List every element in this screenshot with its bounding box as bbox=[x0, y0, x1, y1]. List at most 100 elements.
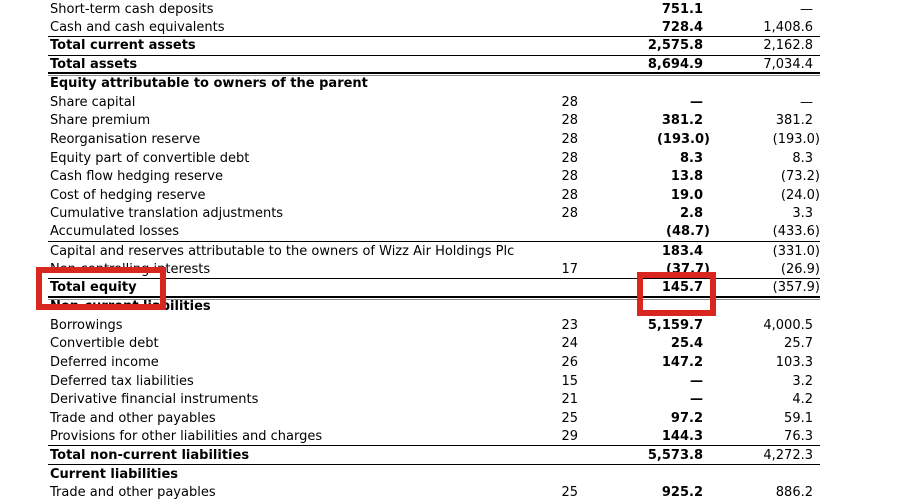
table-row: Current liabilities bbox=[48, 465, 820, 484]
row-label: Non-controlling interests bbox=[50, 261, 211, 277]
note-reference: 25 bbox=[561, 410, 578, 426]
table-row: Total non-current liabilities 5,573.8 4,27… bbox=[48, 446, 820, 465]
row-label: Equity part of convertible debt bbox=[50, 150, 250, 166]
note-reference: 28 bbox=[561, 206, 578, 222]
value-prior-year: (433.6) bbox=[772, 224, 820, 240]
value-current-year: 25.4 bbox=[670, 336, 703, 352]
table-row: Share capital 28 — — bbox=[48, 93, 820, 112]
value-current-year: 8.3 bbox=[679, 150, 703, 166]
note-reference: 26 bbox=[561, 355, 578, 371]
note-reference: 28 bbox=[561, 187, 578, 203]
row-label: Short-term cash deposits bbox=[50, 1, 214, 17]
value-current-year: 13.8 bbox=[670, 169, 703, 185]
table-row: Reorganisation reserve 28 (193.0) (193.0) bbox=[48, 130, 820, 149]
value-prior-year: (193.0) bbox=[772, 131, 820, 147]
table-row: Trade and other payables 25 97.2 59.1 bbox=[48, 409, 820, 428]
value-current-year: 147.2 bbox=[661, 355, 703, 371]
table-row: Convertible debt 24 25.4 25.7 bbox=[48, 335, 820, 354]
value-current-year: 19.0 bbox=[670, 187, 703, 203]
note-reference: 15 bbox=[561, 373, 578, 389]
table-row: Borrowings 23 5,159.7 4,000.5 bbox=[48, 316, 820, 335]
value-prior-year: 4.2 bbox=[792, 392, 813, 408]
value-prior-year: (331.0) bbox=[772, 243, 820, 259]
value-prior-year: 3.2 bbox=[792, 373, 813, 389]
row-label: Provisions for other liabilities and cha… bbox=[50, 428, 323, 444]
table-row: Cost of hedging reserve 28 19.0 (24.0) bbox=[48, 186, 820, 205]
note-reference: 21 bbox=[561, 392, 578, 408]
row-label: Non-current liabilities bbox=[50, 299, 211, 315]
row-label: Cost of hedging reserve bbox=[50, 187, 206, 203]
row-label: Trade and other payables bbox=[50, 485, 216, 501]
note-reference: 17 bbox=[561, 261, 578, 277]
row-label: Derivative financial instruments bbox=[50, 392, 259, 408]
table-row: Deferred income 26 147.2 103.3 bbox=[48, 353, 820, 372]
value-prior-year: (24.0) bbox=[780, 187, 820, 203]
table-row: Deferred tax liabilities 15 — 3.2 bbox=[48, 372, 820, 391]
value-current-year: 97.2 bbox=[670, 410, 703, 426]
note-reference: 25 bbox=[561, 485, 578, 501]
row-label: Convertible debt bbox=[50, 336, 159, 352]
table-row: Accumulated losses (48.7) (433.6) bbox=[48, 223, 820, 242]
table-row: Cash and cash equivalents 728.4 1,408.6 bbox=[48, 19, 820, 38]
row-label: Cash flow hedging reserve bbox=[50, 169, 223, 185]
value-prior-year: 59.1 bbox=[784, 410, 813, 426]
table-row: Capital and reserves attributable to the… bbox=[48, 242, 820, 261]
value-current-year: 2.8 bbox=[679, 206, 703, 222]
value-prior-year: 2,162.8 bbox=[763, 38, 813, 54]
note-reference: 28 bbox=[561, 94, 578, 110]
value-current-year: (48.7) bbox=[666, 224, 710, 240]
value-current-year: (193.0) bbox=[656, 131, 710, 147]
value-current-year: — bbox=[690, 373, 703, 389]
row-label: Reorganisation reserve bbox=[50, 131, 201, 147]
value-current-year: 5,159.7 bbox=[647, 317, 703, 333]
row-label: Total non-current liabilities bbox=[50, 447, 250, 463]
table-row: Share premium 28 381.2 381.2 bbox=[48, 112, 820, 131]
value-current-year: 144.3 bbox=[661, 428, 703, 444]
value-prior-year: 886.2 bbox=[775, 485, 813, 501]
note-reference: 28 bbox=[561, 131, 578, 147]
value-prior-year: — bbox=[800, 1, 813, 17]
row-label: Deferred income bbox=[50, 355, 159, 371]
value-current-year: — bbox=[690, 94, 703, 110]
row-label: Borrowings bbox=[50, 317, 123, 333]
row-label: Cash and cash equivalents bbox=[50, 19, 225, 35]
row-label: Accumulated losses bbox=[50, 224, 180, 240]
value-prior-year: (73.2) bbox=[780, 169, 820, 185]
row-label: Total equity bbox=[50, 279, 137, 295]
table-row: Equity part of convertible debt 28 8.3 8.3 bbox=[48, 149, 820, 168]
table-row: Total current assets 2,575.8 2,162.8 bbox=[48, 37, 820, 56]
value-current-year: 751.1 bbox=[661, 1, 703, 17]
value-prior-year: 1,408.6 bbox=[763, 19, 813, 35]
value-prior-year: (26.9) bbox=[780, 261, 820, 277]
table-row: Cumulative translation adjustments 28 2.8 3… bbox=[48, 205, 820, 224]
value-current-year: (37.7) bbox=[666, 261, 710, 277]
row-label: Share capital bbox=[50, 94, 136, 110]
row-label: Total current assets bbox=[50, 38, 196, 54]
value-current-year: 2,575.8 bbox=[647, 38, 703, 54]
row-label: Capital and reserves attributable to the… bbox=[50, 243, 515, 259]
value-current-year: 925.2 bbox=[661, 485, 703, 501]
value-current-year: — bbox=[690, 392, 703, 408]
value-current-year: 145.7 bbox=[661, 279, 703, 295]
value-prior-year: 76.3 bbox=[784, 428, 813, 444]
table-row: Cash flow hedging reserve 28 13.8 (73.2) bbox=[48, 167, 820, 186]
value-prior-year: — bbox=[800, 94, 813, 110]
note-reference: 24 bbox=[561, 336, 578, 352]
value-prior-year: 381.2 bbox=[775, 113, 813, 129]
value-prior-year: 7,034.4 bbox=[763, 56, 813, 72]
row-label: Total assets bbox=[50, 56, 138, 72]
value-prior-year: 4,000.5 bbox=[763, 317, 813, 333]
value-prior-year: 103.3 bbox=[775, 355, 813, 371]
row-label: Cumulative translation adjustments bbox=[50, 206, 284, 222]
value-current-year: 5,573.8 bbox=[647, 447, 703, 463]
row-label: Current liabilities bbox=[50, 466, 179, 482]
table-row: Non-current liabilities bbox=[48, 298, 820, 317]
table-row: Trade and other payables 25 925.2 886.2 bbox=[48, 483, 820, 502]
table-row: Total assets 8,694.9 7,034.4 bbox=[48, 56, 820, 76]
table-row: Short-term cash deposits 751.1 — bbox=[48, 0, 820, 19]
note-reference: 23 bbox=[561, 317, 578, 333]
value-current-year: 381.2 bbox=[661, 113, 703, 129]
note-reference: 29 bbox=[561, 428, 578, 444]
value-current-year: 728.4 bbox=[661, 19, 703, 35]
row-label: Share premium bbox=[50, 113, 151, 129]
